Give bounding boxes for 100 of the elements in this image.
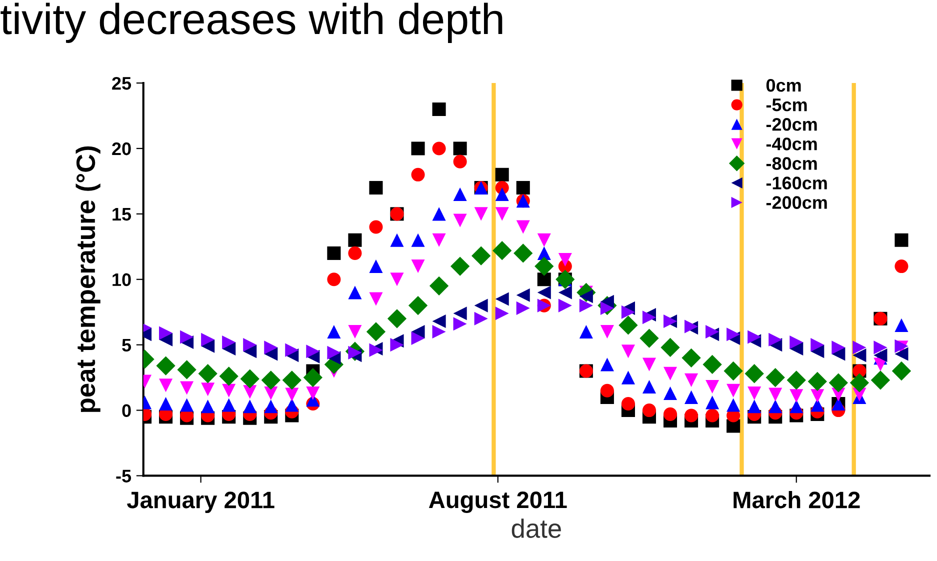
x-axis-title: date — [512, 518, 561, 538]
chart-title: tivity decreases with depth — [0, 2, 502, 43]
point — [621, 344, 635, 358]
point — [390, 233, 404, 247]
point — [453, 142, 467, 156]
point — [810, 398, 824, 412]
point — [706, 380, 720, 394]
point — [726, 398, 740, 412]
point — [706, 324, 720, 339]
point — [453, 188, 467, 202]
point — [180, 381, 194, 395]
x-tick-label: August 2011 — [428, 492, 567, 514]
point — [369, 292, 383, 306]
y-tick-label: 25 — [112, 76, 132, 90]
point — [201, 400, 215, 414]
point — [348, 324, 362, 339]
point — [748, 330, 762, 344]
legend-label: 0cm — [766, 78, 801, 92]
point — [640, 328, 659, 348]
point — [556, 270, 575, 289]
point — [558, 286, 572, 300]
point — [684, 390, 698, 404]
point — [810, 344, 824, 358]
point — [432, 233, 446, 247]
point — [429, 276, 449, 296]
point — [744, 364, 764, 384]
point — [516, 220, 530, 234]
point — [453, 154, 467, 168]
point — [810, 338, 824, 352]
point — [177, 360, 196, 380]
point — [156, 356, 176, 376]
point — [450, 256, 470, 276]
point — [894, 260, 908, 274]
point — [327, 324, 341, 339]
y-tick-label: 15 — [112, 208, 132, 221]
point — [453, 214, 467, 228]
y-tick-label: 20 — [112, 142, 131, 156]
point — [432, 207, 446, 221]
point — [621, 396, 635, 410]
point — [432, 102, 446, 116]
point — [832, 347, 846, 361]
y-tick-label: 0 — [122, 404, 131, 417]
y-tick-label: 5 — [122, 338, 132, 352]
point — [642, 358, 656, 372]
point — [748, 386, 762, 400]
point — [472, 246, 491, 266]
point — [558, 298, 572, 312]
point — [243, 400, 257, 414]
point — [874, 348, 888, 362]
point — [852, 340, 866, 354]
point — [808, 372, 827, 392]
point — [366, 322, 386, 342]
point — [621, 305, 635, 319]
point — [474, 312, 488, 326]
x-tick-label: March 2012 — [734, 491, 860, 508]
point — [411, 142, 425, 156]
point — [663, 366, 678, 380]
point — [579, 324, 593, 339]
point — [390, 338, 404, 352]
point — [453, 306, 467, 320]
point — [159, 326, 173, 340]
point — [219, 366, 238, 386]
point — [660, 338, 680, 358]
y-axis-title: peat temperature (°C) — [76, 146, 100, 412]
point — [411, 324, 425, 339]
point — [706, 408, 720, 422]
point — [537, 272, 551, 286]
point — [180, 398, 194, 412]
legend-label: -80cm — [766, 157, 817, 170]
point — [495, 306, 509, 320]
point — [682, 348, 701, 368]
point — [894, 318, 908, 332]
point — [828, 373, 848, 392]
point — [516, 180, 530, 195]
legend-label: -160cm — [766, 176, 827, 190]
point — [264, 400, 278, 414]
point — [432, 324, 446, 339]
point — [852, 348, 866, 362]
point — [159, 378, 173, 392]
point — [411, 332, 425, 346]
legend-label: -20cm — [766, 118, 817, 131]
point — [222, 384, 236, 398]
y-tick-label: 10 — [112, 273, 131, 286]
point — [390, 272, 404, 286]
point — [306, 344, 320, 358]
point — [264, 347, 278, 361]
point — [222, 335, 236, 349]
point — [432, 314, 446, 328]
point — [285, 388, 299, 402]
point — [748, 400, 762, 414]
point — [684, 373, 698, 387]
point — [348, 233, 362, 247]
point — [870, 370, 890, 390]
point — [600, 358, 614, 372]
point — [282, 370, 302, 390]
point — [790, 335, 804, 349]
point — [240, 369, 260, 388]
point — [702, 354, 722, 374]
point — [264, 340, 278, 354]
point — [726, 384, 740, 398]
